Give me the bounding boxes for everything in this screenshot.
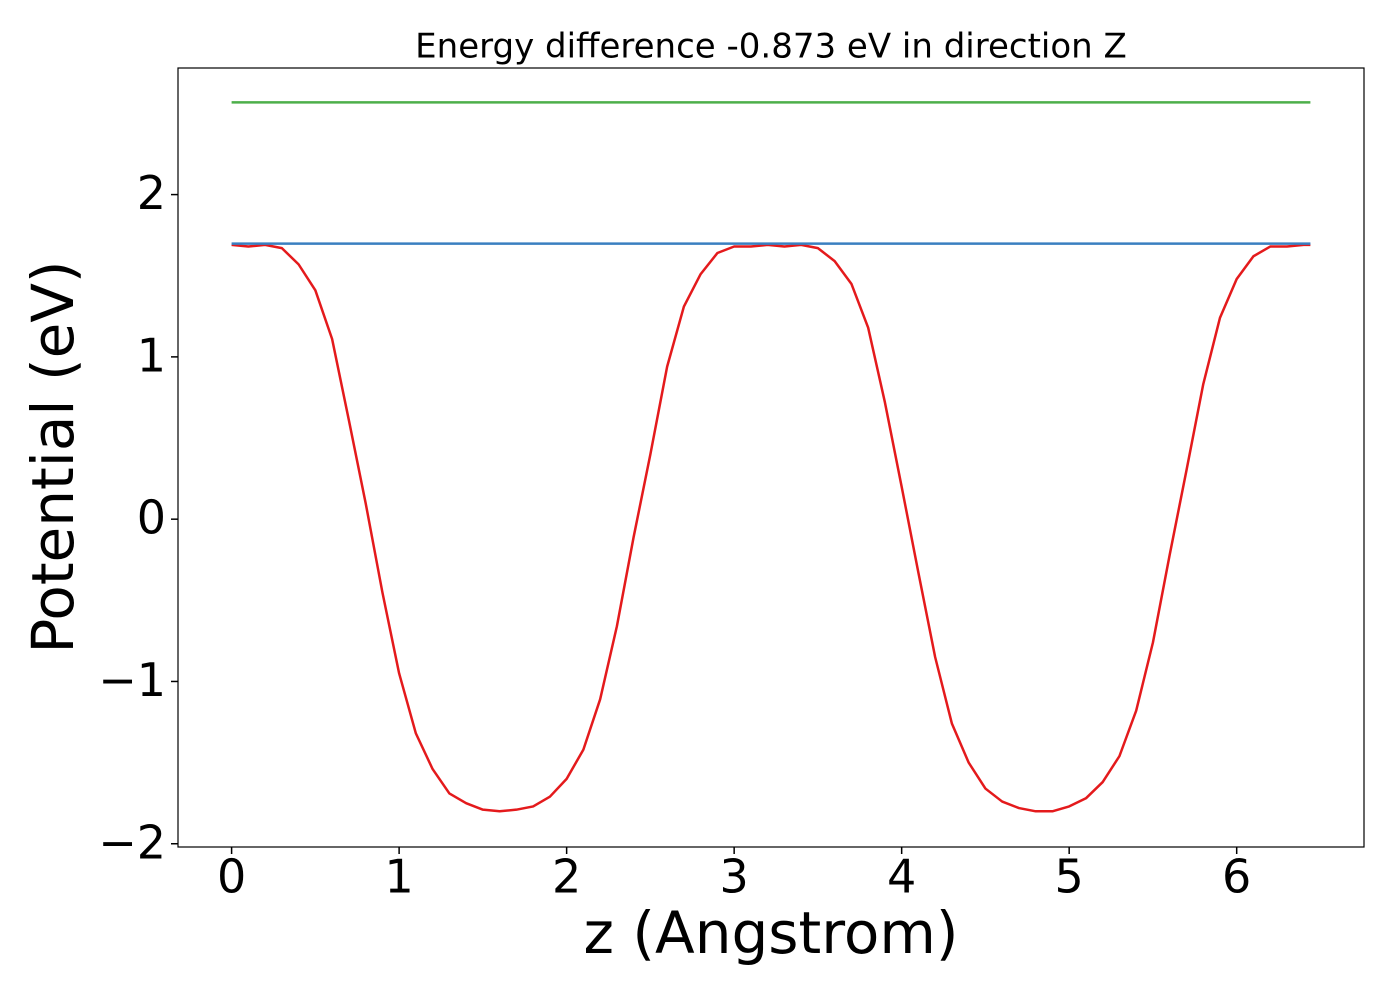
y-tick-label: 2	[137, 166, 166, 220]
x-tick-label: 3	[720, 850, 749, 904]
x-tick-label: 2	[552, 850, 581, 904]
x-tick-label: 5	[1055, 850, 1084, 904]
y-tick-label: 0	[137, 491, 166, 545]
x-tick-label: 0	[217, 850, 246, 904]
x-tick-label: 6	[1222, 850, 1251, 904]
x-tick-label: 1	[384, 850, 413, 904]
x-axis-label: z (Angstrom)	[584, 899, 959, 967]
y-tick-label: −2	[98, 815, 166, 869]
y-tick-label: 1	[137, 328, 166, 382]
y-tick-label: −1	[98, 653, 166, 707]
y-axis-label: Potential (eV)	[19, 260, 87, 653]
x-tick-label: 4	[887, 850, 916, 904]
plot-frame	[177, 67, 1365, 848]
chart-title: Energy difference -0.873 eV in direction…	[415, 27, 1127, 67]
data-line	[231, 243, 1311, 813]
